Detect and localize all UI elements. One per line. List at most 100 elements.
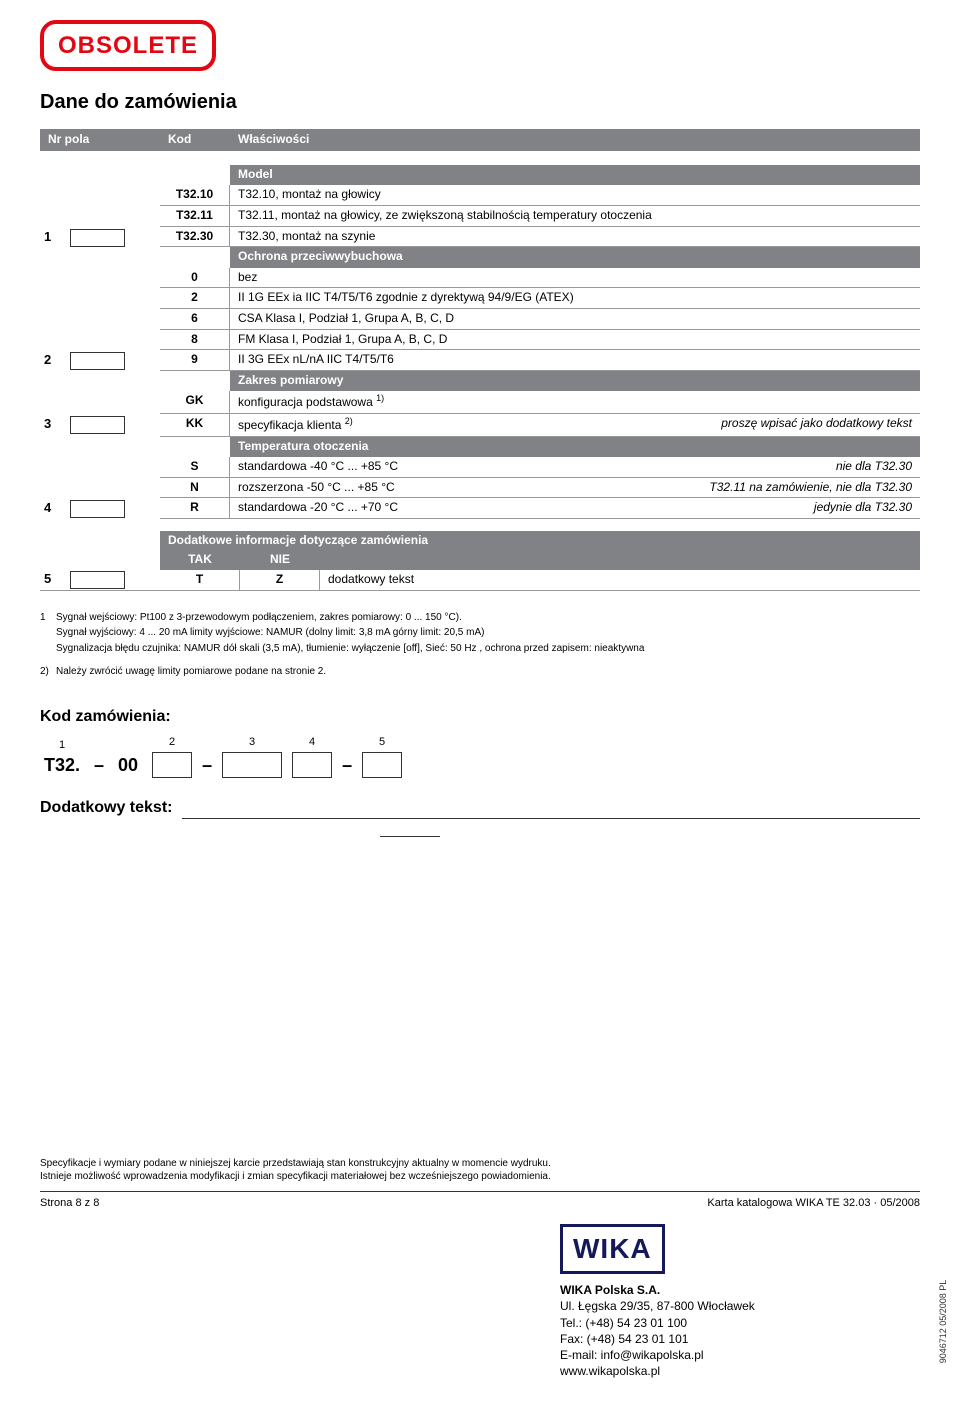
code-cell: 6 (160, 309, 230, 329)
oc-label: 4 (309, 735, 315, 749)
code-cell: KK (160, 414, 230, 436)
header-kod: Kod (160, 129, 230, 151)
header-prop: Właściwości (230, 129, 920, 151)
desc-cell: standardowa -40 °C ... +85 °C (230, 457, 828, 477)
spec-note: Specyfikacje i wymiary podane w niniejsz… (40, 1157, 920, 1183)
desc-cell: bez (230, 268, 920, 288)
field-box[interactable] (70, 416, 125, 434)
company-name: WIKA Polska S.A. (560, 1282, 920, 1298)
code-cell: S (160, 457, 230, 477)
note-cell: proszę wpisać jako dodatkowy tekst (713, 414, 920, 436)
field-box[interactable] (70, 500, 125, 518)
table-row: 8 FM Klasa I, Podział 1, Grupa A, B, C, … (160, 330, 920, 351)
ordercode-heading: Kod zamówienia: (40, 707, 920, 728)
additional-header: Dodatkowe informacje dotyczące zamówieni… (160, 531, 920, 551)
field-number: 1 (40, 229, 70, 246)
oc-dash: – (94, 754, 104, 777)
table-row: T32.11 T32.11, montaż na głowicy, ze zwi… (160, 206, 920, 227)
oc-label: 5 (379, 735, 385, 749)
oc-label: 3 (249, 735, 255, 749)
desc-cell: T32.10, montaż na głowicy (230, 185, 920, 205)
field-box[interactable] (70, 352, 125, 370)
field-box[interactable] (70, 229, 125, 247)
code-cell: 8 (160, 330, 230, 350)
oc-label: 2 (169, 735, 175, 749)
code-cell: 0 (160, 268, 230, 288)
oc-box[interactable] (292, 752, 332, 778)
oc-dash: – (202, 754, 212, 777)
table-row: 0 bez (160, 268, 920, 289)
field-number: 5 (40, 571, 70, 588)
tak-header: TAK (160, 550, 240, 570)
code-cell: T32.11 (160, 206, 230, 226)
page-number: Strona 8 z 8 (40, 1196, 99, 1210)
additional-row: 5 T Z dodatkowy tekst (40, 570, 920, 591)
oc-dash: – (342, 754, 352, 777)
desc-cell: konfiguracja podstawowa 1) (230, 391, 920, 413)
range-heading: Zakres pomiarowy (230, 371, 920, 392)
doc-ref: Karta katalogowa WIKA TE 32.03 · 05/2008 (707, 1196, 920, 1210)
wika-logo: WIKA (560, 1224, 665, 1274)
tak-cell: T (160, 570, 240, 590)
code-cell: T32.30 (160, 227, 230, 247)
model-heading: Model (230, 165, 920, 186)
desc-cell: standardowa -20 °C ... +70 °C (230, 498, 806, 518)
desc-cell: rozszerzona -50 °C ... +85 °C (230, 478, 701, 498)
addtext-cell: dodatkowy tekst (320, 570, 920, 590)
company-addr: Ul. Łęgska 29/35, 87-800 Włocławek (560, 1298, 920, 1314)
code-cell: T32.10 (160, 185, 230, 205)
company-email: E-mail: info@wikapolska.pl (560, 1347, 920, 1363)
oc-box[interactable] (152, 752, 192, 778)
note-cell: jedynie dla T32.30 (806, 498, 920, 518)
field-box[interactable] (70, 571, 125, 589)
addtext-input-line[interactable] (182, 801, 920, 819)
table-header: Nr pola Kod Właściwości (40, 129, 920, 151)
footer-bar: Strona 8 z 8 Karta katalogowa WIKA TE 32… (40, 1191, 920, 1210)
wika-block: WIKA WIKA Polska S.A. Ul. Łęgska 29/35, … (560, 1224, 920, 1380)
code-cell: N (160, 478, 230, 498)
desc-cell: T32.30, montaż na szynie (230, 227, 920, 247)
additional-text-line: Dodatkowy tekst: (40, 798, 920, 819)
ordercode: 1 T32. – 00 2 – 3 4 – 5 (40, 735, 920, 777)
field-number: 4 (40, 500, 70, 517)
table-row: KK specyfikacja klienta 2) proszę wpisać… (160, 414, 920, 437)
company-fax: Fax: (+48) 54 23 01 101 (560, 1331, 920, 1347)
obsolete-stamp: OBSOLETE (40, 20, 216, 71)
oc-box[interactable] (222, 752, 282, 778)
table-row: N rozszerzona -50 °C ... +85 °C T32.11 n… (160, 478, 920, 499)
additional-subheader: TAK NIE (160, 550, 920, 570)
oc-box[interactable] (362, 752, 402, 778)
company-web: www.wikapolska.pl (560, 1363, 920, 1379)
temp-heading: Temperatura otoczenia (230, 437, 920, 458)
oc-prefix: T32. (40, 754, 84, 777)
desc-cell: II 3G EEx nL/nA IIC T4/T5/T6 (230, 350, 920, 370)
note-cell: nie dla T32.30 (828, 457, 920, 477)
note-cell: T32.11 na zamówienie, nie dla T32.30 (701, 478, 920, 498)
table-row: 6 CSA Klasa I, Podział 1, Grupa A, B, C,… (160, 309, 920, 330)
code-cell: 2 (160, 288, 230, 308)
addtext-input-line2[interactable] (380, 823, 440, 837)
oc-fixed: 00 (114, 754, 142, 777)
code-cell: R (160, 498, 230, 518)
code-cell: GK (160, 391, 230, 413)
desc-cell: specyfikacja klienta 2) (230, 414, 713, 436)
table-row: T32.10 T32.10, montaż na głowicy (160, 185, 920, 206)
field-number: 2 (40, 352, 70, 369)
desc-cell: T32.11, montaż na głowicy, ze zwiększoną… (230, 206, 920, 226)
table-row: R standardowa -20 °C ... +70 °C jedynie … (160, 498, 920, 519)
nie-header: NIE (240, 550, 320, 570)
desc-cell: CSA Klasa I, Podział 1, Grupa A, B, C, D (230, 309, 920, 329)
addtext-label: Dodatkowy tekst: (40, 798, 172, 819)
code-cell: 9 (160, 350, 230, 370)
table-row: GK konfiguracja podstawowa 1) (160, 391, 920, 414)
footnotes: 1Sygnał wejściowy: Pt100 z 3-przewodowym… (40, 611, 920, 679)
desc-cell: II 1G EEx ia IIC T4/T5/T6 zgodnie z dyre… (230, 288, 920, 308)
table-row: 2 II 1G EEx ia IIC T4/T5/T6 zgodnie z dy… (160, 288, 920, 309)
table-row: T32.30 T32.30, montaż na szynie (160, 227, 920, 248)
page-title: Dane do zamówienia (40, 89, 920, 115)
explosion-heading: Ochrona przeciwwybuchowa (230, 247, 920, 268)
table-row: 9 II 3G EEx nL/nA IIC T4/T5/T6 (160, 350, 920, 371)
company-tel: Tel.: (+48) 54 23 01 100 (560, 1315, 920, 1331)
header-field: Nr pola (40, 129, 160, 151)
side-docid: 9046712 05/2008 PL (938, 1279, 950, 1363)
